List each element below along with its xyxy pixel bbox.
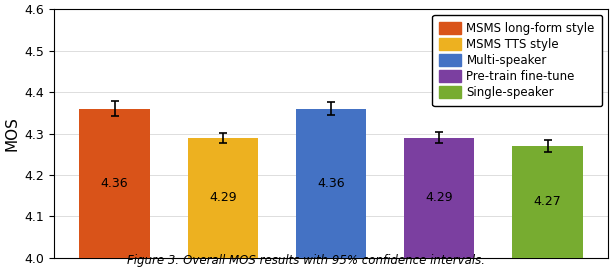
Bar xyxy=(404,138,474,258)
Text: 4.36: 4.36 xyxy=(101,177,129,190)
Text: 4.27: 4.27 xyxy=(534,195,561,208)
Legend: MSMS long-form style, MSMS TTS style, Multi-speaker, Pre-train fine-tune, Single: MSMS long-form style, MSMS TTS style, Mu… xyxy=(432,15,602,106)
Text: 4.29: 4.29 xyxy=(209,191,237,204)
Text: 4.36: 4.36 xyxy=(317,177,345,190)
Y-axis label: MOS: MOS xyxy=(4,116,19,151)
Bar xyxy=(512,146,583,258)
Text: Figure 3: Overall MOS results with 95% confidence intervals.: Figure 3: Overall MOS results with 95% c… xyxy=(127,254,485,267)
Bar xyxy=(296,109,366,258)
Text: 4.29: 4.29 xyxy=(425,191,453,204)
Bar xyxy=(80,109,150,258)
Bar xyxy=(188,138,258,258)
